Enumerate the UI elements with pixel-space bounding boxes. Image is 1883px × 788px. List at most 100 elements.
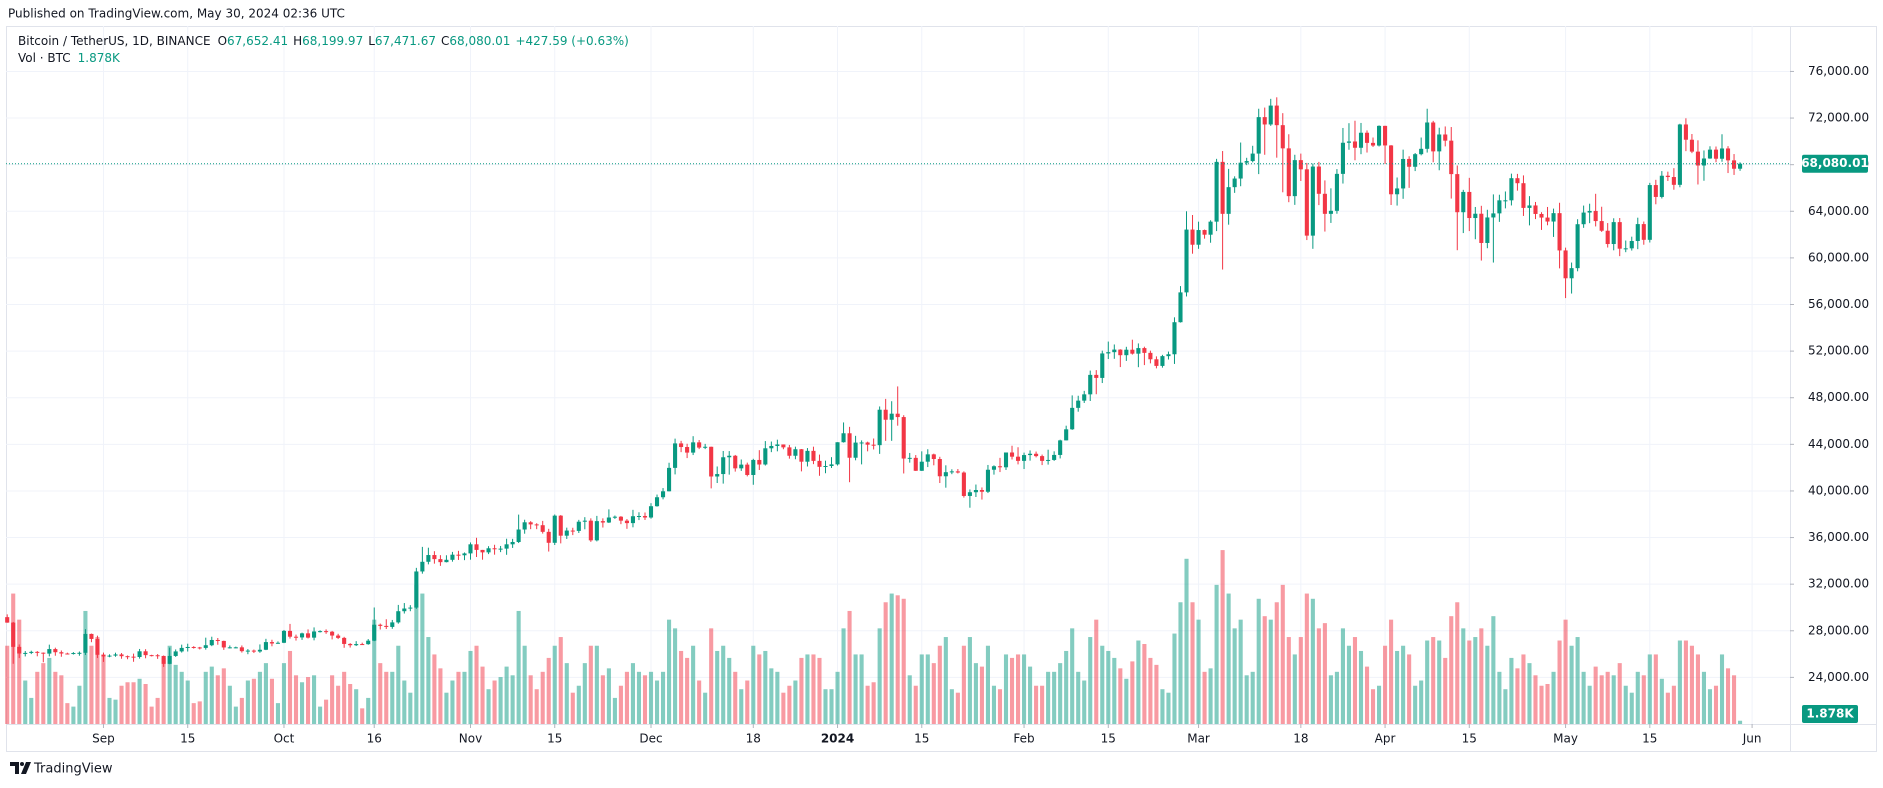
candle-body — [1166, 354, 1171, 357]
volume-bar — [540, 671, 545, 724]
candle-body — [979, 490, 984, 492]
candle-body — [1082, 394, 1087, 401]
volume-bar — [1557, 640, 1562, 724]
volume-bar — [1587, 685, 1592, 724]
volume-bar — [534, 689, 539, 724]
candle-body — [1389, 145, 1394, 195]
candle-body — [1401, 158, 1406, 189]
candle-body — [588, 520, 593, 541]
volume-bar — [654, 680, 660, 724]
volume-bar — [1190, 602, 1195, 724]
volume-bar — [245, 680, 250, 724]
volume-bar — [618, 685, 623, 724]
candle-body — [931, 454, 936, 460]
candle-body — [1100, 353, 1105, 378]
candle-body — [991, 466, 997, 470]
volume-bar — [474, 645, 479, 724]
volume-bar — [101, 654, 106, 724]
candle-body — [293, 636, 299, 638]
candle-body — [143, 651, 148, 656]
candle-body — [1076, 400, 1081, 408]
candle-body — [1202, 230, 1207, 235]
candle-body — [1605, 230, 1610, 245]
candle-body — [1280, 125, 1285, 149]
x-tick-label: 15 — [1642, 732, 1657, 746]
candle-body — [221, 640, 226, 648]
ohlc-key: H — [293, 34, 302, 48]
volume-bar — [985, 645, 990, 724]
volume-bar — [1214, 584, 1219, 724]
candle-body — [101, 654, 106, 657]
candle-body — [516, 529, 521, 542]
volume-bar — [1256, 598, 1261, 724]
volume-bar — [913, 685, 918, 724]
candle-body — [1467, 191, 1472, 219]
volume-bar — [185, 680, 190, 724]
volume-bar — [564, 663, 569, 724]
candle-body — [1738, 163, 1743, 169]
volume-bar — [829, 689, 834, 724]
volume-bar — [1635, 671, 1640, 724]
volume-bar — [636, 671, 642, 724]
volume-bar — [1003, 654, 1009, 724]
volume-bar — [1479, 628, 1484, 724]
volume-bar — [1370, 689, 1376, 724]
candle-body — [318, 631, 323, 633]
candle-body — [474, 544, 479, 550]
candle-body — [1058, 440, 1063, 455]
volume-bar — [179, 671, 184, 724]
candle-body — [257, 649, 262, 652]
candle-body — [1184, 229, 1189, 293]
y-tick-label: 24,000.00 — [1808, 670, 1869, 684]
candle-body — [1491, 213, 1496, 218]
volume-bar — [775, 671, 780, 724]
volume-bar — [1310, 598, 1315, 724]
volume-bar — [1316, 628, 1321, 724]
candle-body — [1629, 240, 1634, 249]
candle-body — [817, 460, 822, 467]
y-tick-label: 40,000.00 — [1808, 483, 1869, 497]
candle-body — [835, 442, 840, 465]
candle-body — [691, 442, 696, 453]
volume-bar — [1238, 619, 1243, 724]
candle-body — [342, 637, 347, 644]
candle-body — [907, 457, 912, 459]
volume-bar — [1449, 616, 1454, 724]
volume-bar — [281, 663, 287, 724]
volume-bar — [835, 671, 840, 724]
candle-body — [438, 559, 443, 563]
candle-body — [462, 553, 467, 556]
volume-bar — [1395, 650, 1400, 724]
candle-body — [1154, 359, 1159, 366]
candle-body — [1310, 166, 1315, 236]
candle-body — [197, 647, 202, 649]
volume-bar — [1160, 689, 1165, 724]
volume-bar — [630, 663, 636, 724]
candle-body — [697, 442, 702, 448]
symbol-name: Bitcoin / TetherUS, 1D, BINANCE — [18, 34, 211, 48]
last-price-label: 68,080.01 — [1801, 156, 1869, 170]
volume-bar — [1689, 645, 1694, 724]
candle-body — [1425, 122, 1430, 149]
volume-bar — [1413, 685, 1418, 724]
volume-bar — [871, 682, 876, 724]
candle-body — [1268, 105, 1273, 125]
candle-body — [624, 520, 629, 524]
volume-bar — [793, 680, 798, 724]
volume-tag-label: 1.878K — [1806, 707, 1854, 721]
volume-bar — [997, 689, 1003, 724]
candle-body — [564, 530, 569, 536]
volume-bar — [925, 654, 930, 724]
candle-body — [1015, 456, 1021, 461]
y-tick-label: 56,000.00 — [1808, 297, 1869, 311]
candle-body — [137, 651, 142, 657]
candle-body — [287, 630, 293, 637]
x-tick-label: Sep — [92, 732, 115, 746]
candle-body — [390, 622, 395, 627]
volume-bar — [1196, 619, 1201, 724]
candle-body — [570, 530, 575, 532]
volume-bar — [5, 645, 10, 724]
volume-bar — [667, 619, 672, 724]
x-tick-label: 15 — [914, 732, 929, 746]
candle-body — [402, 608, 407, 612]
